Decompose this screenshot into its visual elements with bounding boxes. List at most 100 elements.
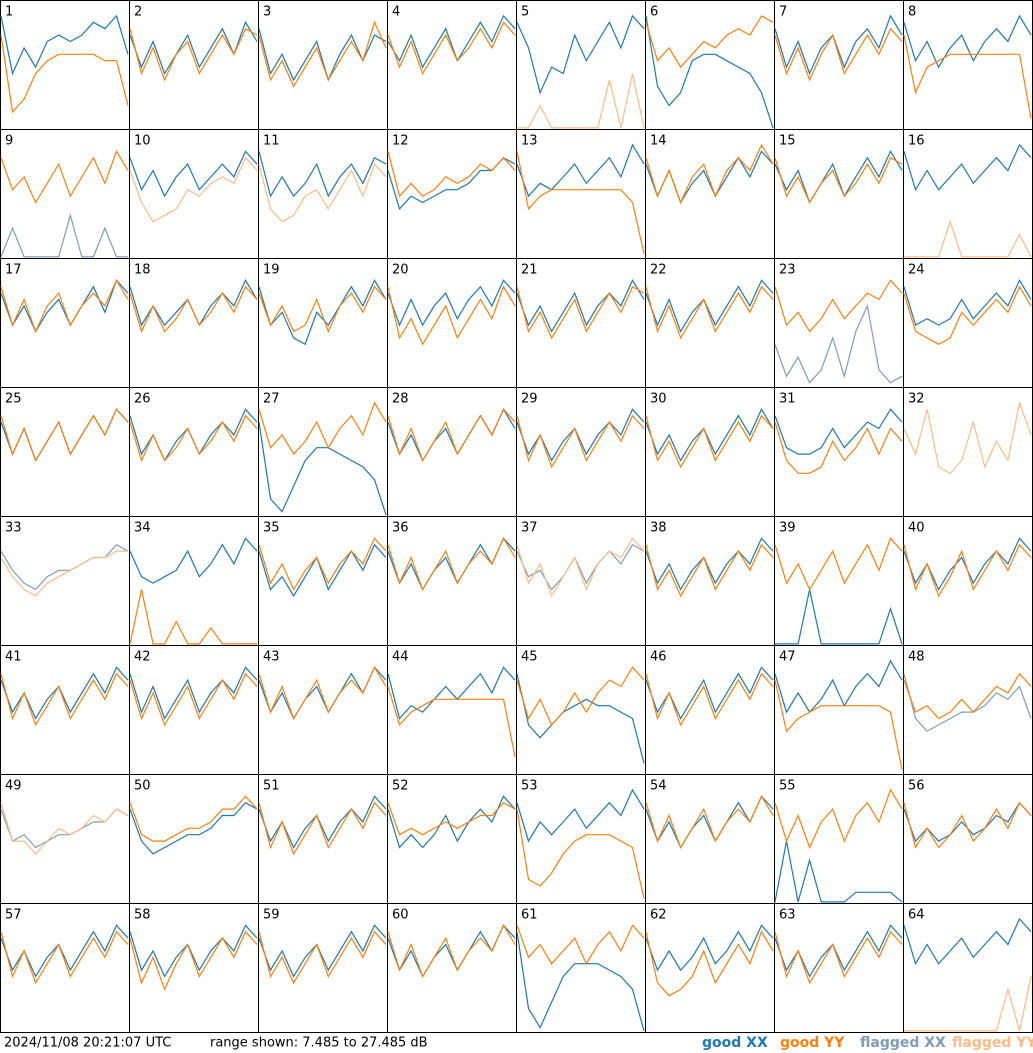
panel-number: 26 xyxy=(134,392,151,407)
spectrum-line xyxy=(0,279,129,334)
spectrum-line xyxy=(645,795,774,849)
panel-frame xyxy=(387,903,517,1033)
spectrum-line xyxy=(516,788,645,843)
spectrum-line xyxy=(387,408,516,462)
panel-frame xyxy=(645,645,775,775)
panel-frame xyxy=(903,258,1033,388)
spectrum-line xyxy=(129,801,258,855)
panel-frame xyxy=(774,903,904,1033)
spectrum-line xyxy=(258,666,387,720)
panel-frame xyxy=(387,129,517,259)
spectrum-line xyxy=(903,400,1032,475)
spectrum-line xyxy=(387,924,516,978)
panel-frame xyxy=(387,387,517,517)
panel-frame xyxy=(645,0,775,130)
spectrum-line xyxy=(645,930,774,997)
spectrum-line xyxy=(775,589,903,645)
panel-number: 42 xyxy=(134,650,151,665)
panel-frame xyxy=(258,258,388,388)
spectrum-line xyxy=(129,795,258,842)
spectrum-line xyxy=(0,149,129,204)
spectrum-line xyxy=(387,151,516,198)
spectrum-line xyxy=(516,924,645,965)
spectrum-line xyxy=(0,279,129,333)
panel-number: 54 xyxy=(650,779,667,794)
spectrum-line xyxy=(129,666,258,720)
spectrum-line xyxy=(0,808,129,849)
panel-frame xyxy=(774,258,904,388)
spectrum-line xyxy=(774,421,903,474)
spectrum-line xyxy=(903,673,1032,733)
panel-frame xyxy=(129,645,259,775)
panel-number: 30 xyxy=(650,392,667,407)
panel-frame xyxy=(774,774,904,904)
spectrum-line xyxy=(904,219,1032,258)
panel-number: 35 xyxy=(263,521,280,536)
spectrum-line xyxy=(0,666,129,720)
panel-frame xyxy=(0,0,130,130)
panel-frame xyxy=(903,516,1033,646)
panel-frame xyxy=(258,903,388,1033)
spectrum-line xyxy=(774,303,903,384)
panel-frame xyxy=(129,387,259,517)
panel-number: 52 xyxy=(392,779,409,794)
spectrum-line xyxy=(387,285,516,346)
panel-number: 12 xyxy=(392,134,409,149)
panel-number: 11 xyxy=(263,134,280,149)
spectrum-line xyxy=(258,151,387,198)
spectrum-line xyxy=(258,543,387,598)
spectrum-line xyxy=(645,279,774,333)
spectrum-line xyxy=(387,14,516,69)
spectrum-line xyxy=(516,285,645,340)
spectrum-line xyxy=(516,14,645,95)
spectrum-line xyxy=(258,20,387,88)
spectrum-line xyxy=(0,924,129,978)
spectrum-line xyxy=(645,795,774,849)
spectrum-line xyxy=(0,930,129,985)
spectrum-line xyxy=(258,930,387,985)
panel-number: 10 xyxy=(134,134,151,149)
spectrum-line xyxy=(645,15,774,129)
spectrum-line xyxy=(645,414,774,469)
panel-frame xyxy=(903,387,1033,517)
spectrum-line xyxy=(129,672,258,727)
spectrum-line xyxy=(903,801,1032,850)
panel-frame xyxy=(129,258,259,388)
spectrum-line xyxy=(258,924,387,978)
panel-number: 4 xyxy=(392,5,400,20)
spectrum-line xyxy=(645,543,774,598)
panel-frame xyxy=(258,387,388,517)
spectrum-line xyxy=(387,408,516,462)
panel-frame xyxy=(258,129,388,259)
panel-number: 14 xyxy=(650,134,667,149)
spectrum-line xyxy=(774,27,903,82)
panel-number: 36 xyxy=(392,521,409,536)
spectrum-line xyxy=(903,34,1032,119)
panel-number: 58 xyxy=(134,908,151,923)
spectrum-line xyxy=(516,666,645,726)
panel-number: 31 xyxy=(779,392,796,407)
panel-number: 61 xyxy=(521,908,538,923)
spectrum-line xyxy=(645,672,774,727)
panel-number: 40 xyxy=(908,521,925,536)
panel-number: 17 xyxy=(5,263,22,278)
panel-number: 34 xyxy=(134,521,151,536)
panel-frame xyxy=(645,387,775,517)
spectrum-line xyxy=(129,537,258,584)
spectrum-line xyxy=(517,73,645,129)
spectrum-line xyxy=(774,840,903,903)
spectrum-line xyxy=(129,408,258,462)
panel-number: 23 xyxy=(779,263,796,278)
panel-number: 15 xyxy=(779,134,796,149)
spectrum-line xyxy=(903,537,1032,591)
panel-number: 53 xyxy=(521,779,538,794)
panel-number: 13 xyxy=(521,134,538,149)
panel-number: 1 xyxy=(5,5,13,20)
panel-frame xyxy=(258,774,388,904)
panel-frame xyxy=(0,903,130,1033)
spectrum-line xyxy=(258,801,387,856)
spectrum-line xyxy=(774,156,903,204)
spectrum-line xyxy=(0,543,129,591)
panel-number: 19 xyxy=(263,263,280,278)
